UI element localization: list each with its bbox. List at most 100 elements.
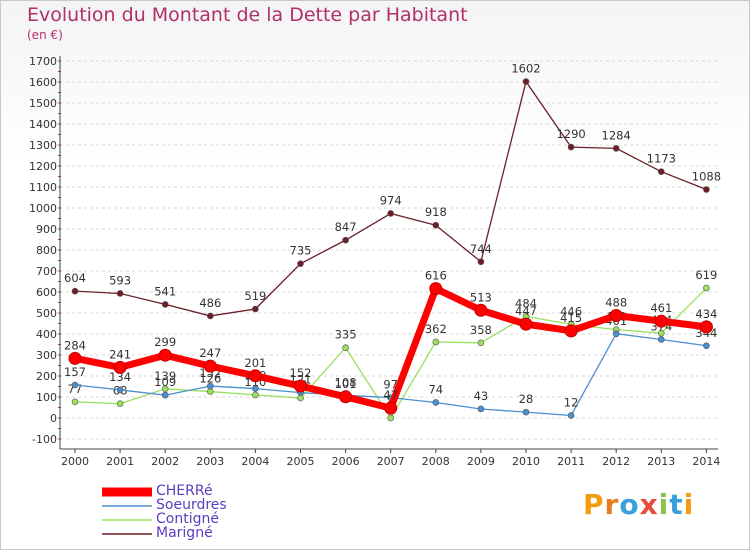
point-marign xyxy=(116,290,124,297)
data-label-marign: 847 xyxy=(335,220,357,234)
data-label-cherr: 488 xyxy=(605,296,627,310)
x-tick-label: 2007 xyxy=(377,455,405,468)
data-label-cherr: 47 xyxy=(383,388,398,402)
point-contign xyxy=(387,414,395,422)
x-tick-label: 2009 xyxy=(467,455,495,468)
point-cherr xyxy=(339,390,353,404)
point-contign xyxy=(703,284,710,292)
y-tick-label: 1100 xyxy=(29,181,57,194)
point-cherr xyxy=(158,348,172,362)
y-tick-label: 900 xyxy=(36,223,57,236)
point-marign xyxy=(387,210,395,217)
point-soeurdres xyxy=(612,330,620,338)
y-tick-label: 300 xyxy=(36,349,57,362)
y-tick-label: 200 xyxy=(36,370,57,383)
point-marign xyxy=(252,305,259,313)
legend-label: Contigné xyxy=(156,511,219,527)
point-marign xyxy=(297,260,304,267)
x-tick-label: 2001 xyxy=(106,455,134,468)
data-label-contign: 139 xyxy=(154,369,176,383)
data-label-marign: 1290 xyxy=(556,127,585,141)
y-tick-label: 1300 xyxy=(29,139,57,152)
data-label-soeurdres: 134 xyxy=(109,370,131,384)
point-marign xyxy=(477,258,485,266)
data-label-marign: 1602 xyxy=(511,62,540,76)
legend-label: Marigné xyxy=(156,525,213,541)
point-contign xyxy=(71,398,79,406)
data-label-cherr: 101 xyxy=(335,377,357,391)
point-marign xyxy=(703,186,710,193)
data-label-soeurdres: 97 xyxy=(383,378,398,392)
data-label-cherr: 415 xyxy=(560,311,582,325)
data-label-cherr: 241 xyxy=(109,347,131,361)
point-cherr xyxy=(68,351,82,365)
point-soeurdres xyxy=(207,382,214,390)
point-contign xyxy=(477,339,485,347)
data-label-marign: 1088 xyxy=(692,170,721,184)
point-cherr xyxy=(564,324,578,338)
point-marign xyxy=(567,143,575,151)
data-label-marign: 486 xyxy=(199,296,221,310)
logo-letter: P xyxy=(583,488,605,521)
point-contign xyxy=(116,400,124,408)
point-marign xyxy=(161,301,169,308)
data-label-soeurdres: 43 xyxy=(474,389,489,403)
x-tick-label: 2010 xyxy=(512,455,540,468)
point-contign xyxy=(297,394,304,402)
x-tick-label: 2003 xyxy=(196,455,224,468)
y-tick-label: 500 xyxy=(36,307,57,320)
point-contign xyxy=(342,344,349,351)
point-cherr xyxy=(609,309,623,323)
data-label-cherr: 513 xyxy=(470,290,492,304)
logo-letter: o xyxy=(619,488,640,521)
point-cherr xyxy=(384,401,398,415)
data-label-soeurdres: 74 xyxy=(428,382,443,396)
data-label-marign: 604 xyxy=(64,271,86,285)
data-label-soeurdres: 12 xyxy=(564,395,579,409)
x-tick-label: 2008 xyxy=(422,455,450,468)
point-soeurdres xyxy=(477,405,485,413)
logo-letter: i xyxy=(658,488,670,521)
data-label-marign: 1173 xyxy=(647,152,676,166)
data-label-marign: 593 xyxy=(109,273,131,287)
point-cherr xyxy=(113,360,127,374)
data-label-soeurdres: 108 xyxy=(335,375,357,389)
point-contign xyxy=(252,391,259,399)
y-tick-label: 400 xyxy=(36,328,57,341)
data-label-marign: 519 xyxy=(244,289,266,303)
unit-label: (en €) xyxy=(27,28,63,42)
y-tick-label: 1000 xyxy=(29,202,57,215)
x-tick-label: 2013 xyxy=(647,455,675,468)
data-label-marign: 744 xyxy=(470,242,492,256)
y-tick-label: 1700 xyxy=(29,55,57,68)
point-soeurdres xyxy=(116,386,124,394)
y-tick-label: -100 xyxy=(32,433,57,446)
x-tick-label: 2002 xyxy=(151,455,179,468)
point-cherr xyxy=(654,314,668,328)
x-tick-label: 2005 xyxy=(287,455,315,468)
data-label-contign: 446 xyxy=(560,304,582,318)
point-contign xyxy=(207,388,214,395)
data-label-contign: 126 xyxy=(199,372,221,386)
point-cherr xyxy=(294,379,307,393)
legend-label: CHERRé xyxy=(156,483,213,499)
y-tick-label: 600 xyxy=(36,286,57,299)
point-marign xyxy=(342,236,349,244)
data-label-cherr: 447 xyxy=(515,304,537,318)
point-cherr xyxy=(248,369,262,383)
data-label-cherr: 434 xyxy=(695,307,717,321)
data-label-marign: 918 xyxy=(425,205,447,219)
point-soeurdres xyxy=(567,412,575,419)
point-soeurdres xyxy=(703,342,710,350)
data-label-cherr: 152 xyxy=(290,366,312,380)
data-label-cherr: 461 xyxy=(650,301,672,315)
chart-title: Evolution du Montant de la Dette par Hab… xyxy=(27,4,468,26)
data-label-cherr: 247 xyxy=(199,346,221,360)
data-label-marign: 974 xyxy=(380,193,402,207)
x-tick-label: 2011 xyxy=(557,455,585,468)
data-label-cherr: 616 xyxy=(425,269,447,283)
y-tick-label: 700 xyxy=(36,265,57,278)
point-marign xyxy=(432,221,440,229)
